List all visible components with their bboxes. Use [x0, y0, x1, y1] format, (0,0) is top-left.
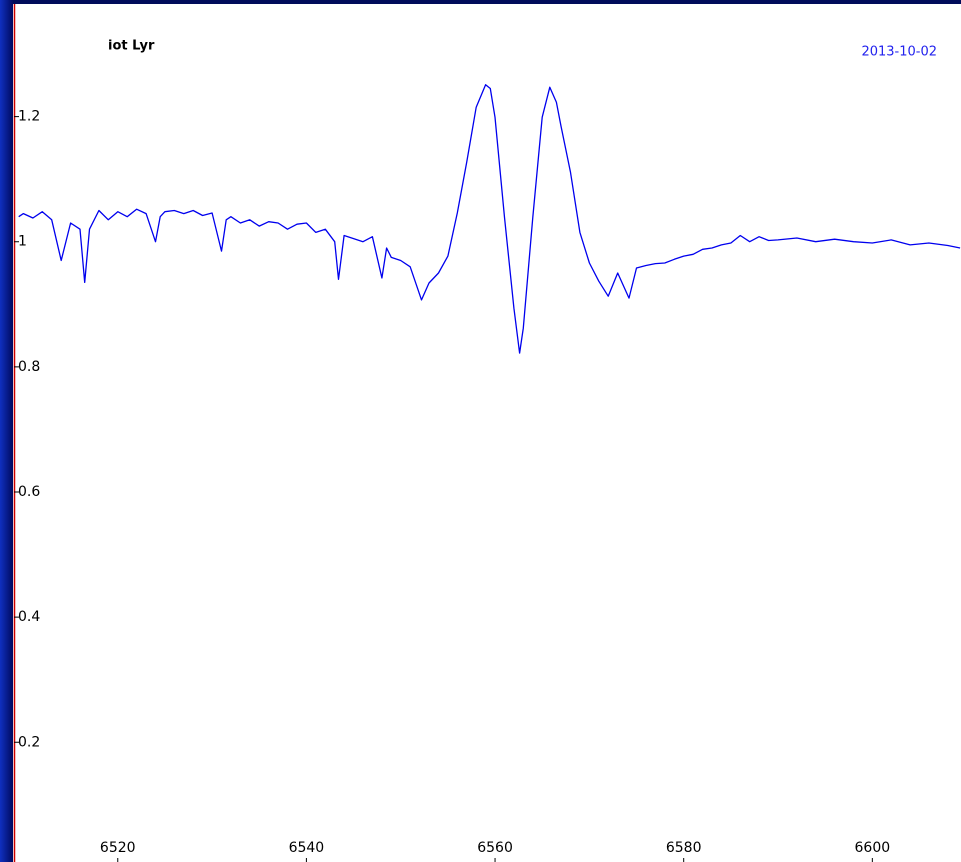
frame-side	[0, 0, 13, 862]
date-label: 2013-10-02	[861, 45, 937, 60]
chart-title: iot Lyr	[108, 39, 155, 54]
x-tick-label: 6540	[289, 840, 325, 856]
x-tick-label: 6580	[666, 840, 702, 856]
y-tick-label: 1.2	[18, 109, 40, 125]
y-tick-label: 0.8	[18, 359, 40, 375]
y-tick-label: 0.4	[18, 609, 40, 625]
x-tick-label: 6560	[477, 840, 513, 856]
x-tick-label: 6520	[100, 840, 136, 856]
y-tick-label: 0.6	[18, 484, 40, 500]
plot-area	[13, 4, 961, 862]
y-tick-label: 1	[18, 234, 27, 250]
y-tick-label: 0.2	[18, 734, 40, 750]
spectrum-line	[18, 84, 961, 354]
x-tick-label: 6600	[855, 840, 891, 856]
